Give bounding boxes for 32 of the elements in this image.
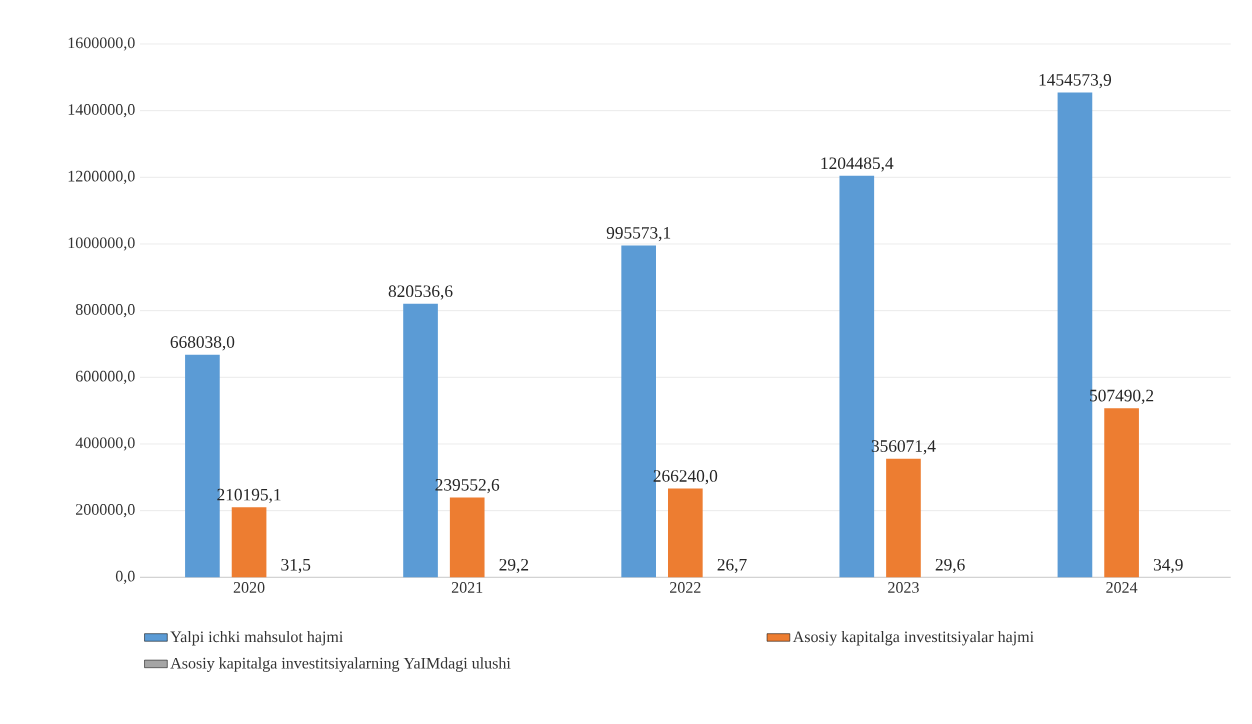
data-label: 820536,6 — [388, 285, 453, 300]
legend-label: Asosiy kapitalga investitsiyalar hajmi — [792, 630, 1034, 646]
data-label: 26,7 — [717, 558, 747, 574]
data-label: 29,2 — [499, 558, 529, 574]
y-tick-label: 1200000,0 — [68, 170, 135, 184]
bar — [886, 458, 921, 578]
bar — [1104, 408, 1139, 578]
y-tick-label: 400000,0 — [75, 437, 135, 451]
x-tick-label: 2020 — [233, 582, 265, 593]
data-label: 668038,0 — [170, 336, 235, 351]
legend-label: Yalpi ichki mahsulot hajmi — [170, 630, 343, 646]
data-label: 34,9 — [1153, 558, 1183, 574]
y-tick-label: 0,0 — [115, 570, 135, 584]
data-label: 995573,1 — [606, 227, 671, 242]
bar — [231, 507, 267, 578]
data-label: 29,6 — [935, 558, 965, 574]
y-tick-label: 600000,0 — [75, 370, 135, 384]
y-tick-label: 200000,0 — [76, 504, 135, 518]
y-tick-label: 800000,0 — [75, 304, 135, 318]
x-tick-label: 2022 — [670, 582, 701, 593]
data-label: 1454573,9 — [1039, 74, 1112, 89]
bar — [449, 497, 485, 578]
y-tick-label: 1600000,0 — [68, 37, 135, 51]
bar — [668, 488, 703, 578]
x-tick-label: 2021 — [451, 582, 483, 593]
x-tick-label: 2024 — [1106, 582, 1138, 593]
y-tick-label: 1000000,0 — [68, 237, 135, 251]
data-label: 31,5 — [281, 558, 311, 574]
data-label: 1204485,4 — [821, 157, 894, 172]
y-tick-label: 1400000,0 — [68, 104, 135, 118]
legend-label: Asosiy kapitalga investitsiyalarning YaIMdagi ulushi — [170, 657, 511, 672]
x-tick-label: 2023 — [888, 582, 919, 593]
